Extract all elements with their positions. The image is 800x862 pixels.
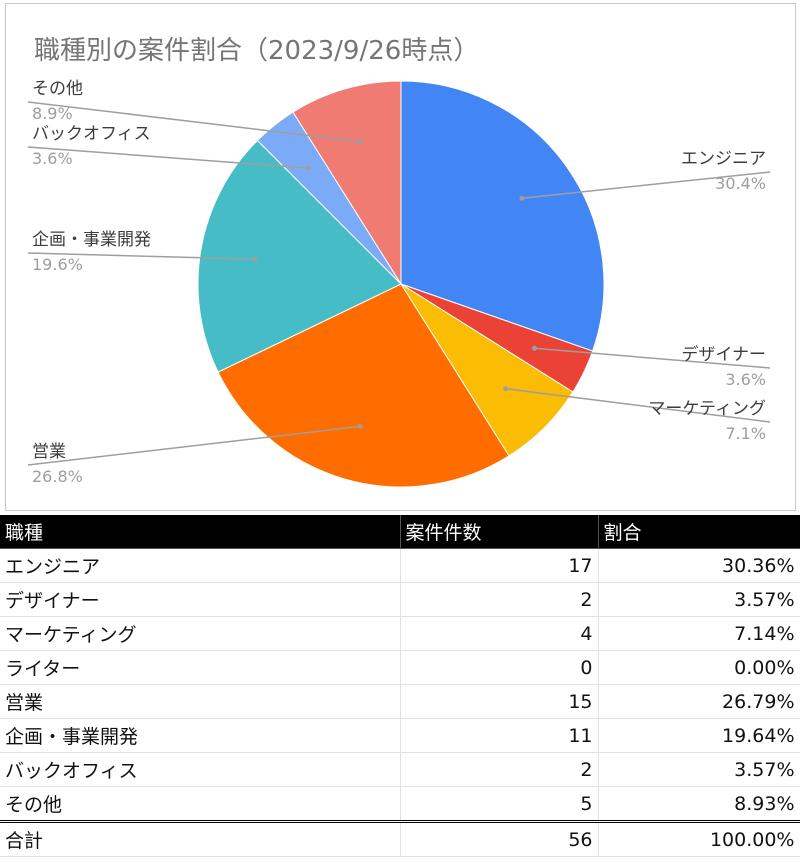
table-header-row: 職種 案件件数 割合 [0, 515, 800, 549]
cell-role: ライター [0, 650, 401, 685]
slice-label: 企画・事業開発 [32, 230, 151, 250]
chart-panel: 職種別の案件割合（2023/9/26時点） エンジニア 30.4% デザイナー 3.6… [5, 3, 796, 511]
cell-role: バックオフィス [0, 752, 401, 787]
leader-dot [357, 139, 363, 145]
cell-count: 5 [400, 786, 599, 822]
slice-percent: 30.4% [715, 174, 766, 193]
cell-ratio: 8.93% [598, 786, 800, 822]
slice-label: バックオフィス [32, 124, 151, 144]
data-table: 職種 案件件数 割合 エンジニア 17 30.36% デザイナー 2 3.57%… [0, 515, 800, 857]
table-row: ライター 0 0.00% [0, 650, 800, 685]
slice-label: エンジニア [681, 149, 766, 169]
slice-percent: 26.8% [32, 467, 83, 486]
cell-count: 15 [400, 684, 599, 719]
cell-ratio: 30.36% [598, 548, 800, 583]
slice-label: その他 [32, 79, 83, 99]
leader-line [534, 347, 771, 369]
table-total-row: 合計 56 100.00% [0, 820, 800, 857]
cell-count: 17 [400, 548, 599, 583]
pie-labels: エンジニア 30.4% デザイナー 3.6% マーケティング 7.1% 営業 26.8% 企画・… [27, 79, 771, 486]
cell-ratio: 3.57% [598, 752, 800, 787]
cell-total-label: 合計 [0, 820, 401, 857]
cell-count: 11 [400, 718, 599, 753]
cell-role: エンジニア [0, 548, 401, 583]
leader-dot [519, 195, 525, 201]
cell-ratio: 3.57% [598, 582, 800, 617]
table-row: その他 5 8.93% [0, 786, 800, 822]
header-count: 案件件数 [400, 515, 599, 549]
leader-line [27, 146, 309, 169]
leader-dot [357, 423, 363, 429]
cell-count: 2 [400, 582, 599, 617]
cell-role: マーケティング [0, 616, 401, 651]
cell-total-count: 56 [400, 820, 599, 857]
pie-slice [292, 80, 402, 286]
leader-line [27, 252, 255, 260]
pie-slice [400, 80, 605, 352]
pie-chart: エンジニア 30.4% デザイナー 3.6% マーケティング 7.1% 営業 26.8% 企画・… [27, 79, 771, 488]
cell-role: その他 [0, 786, 401, 822]
table-row: デザイナー 2 3.57% [0, 582, 800, 617]
cell-ratio: 7.14% [598, 616, 800, 651]
table-row: マーケティング 4 7.14% [0, 616, 800, 651]
cell-count: 2 [400, 752, 599, 787]
cell-ratio: 0.00% [598, 650, 800, 685]
leader-dot [503, 386, 509, 392]
cell-total-ratio: 100.00% [598, 820, 800, 857]
leader-line [505, 388, 771, 423]
cell-ratio: 19.64% [598, 718, 800, 753]
leader-line [27, 425, 361, 466]
table-row: エンジニア 17 30.36% [0, 548, 800, 583]
slice-percent: 3.6% [725, 370, 766, 389]
slice-label: 営業 [32, 442, 66, 462]
chart-title: 職種別の案件割合（2023/9/26時点） [34, 36, 480, 66]
header-ratio: 割合 [598, 515, 800, 549]
pie-slice [217, 283, 510, 488]
slice-label: デザイナー [681, 344, 766, 365]
cell-count: 4 [400, 616, 599, 651]
cell-role: 企画・事業開発 [0, 718, 401, 753]
pie-slice [197, 139, 402, 373]
pie-slices [197, 80, 605, 488]
leader-line [27, 101, 361, 143]
leader-line [521, 171, 771, 199]
table-row: 企画・事業開発 11 19.64% [0, 718, 800, 753]
header-role: 職種 [0, 515, 401, 549]
cell-role: 営業 [0, 684, 401, 719]
table-row: 営業 15 26.79% [0, 684, 800, 719]
slice-percent: 8.9% [32, 104, 73, 123]
leader-dot [252, 256, 258, 262]
cell-ratio: 26.79% [598, 684, 800, 719]
slice-label: マーケティング [648, 399, 766, 419]
slice-percent: 7.1% [725, 424, 766, 443]
cell-role: デザイナー [0, 582, 401, 617]
slice-percent: 3.6% [32, 149, 73, 168]
leader-dot [306, 165, 312, 171]
table-row: バックオフィス 2 3.57% [0, 752, 800, 787]
leader-dot [532, 345, 538, 351]
slice-percent: 19.6% [32, 255, 83, 274]
cell-count: 0 [400, 650, 599, 685]
